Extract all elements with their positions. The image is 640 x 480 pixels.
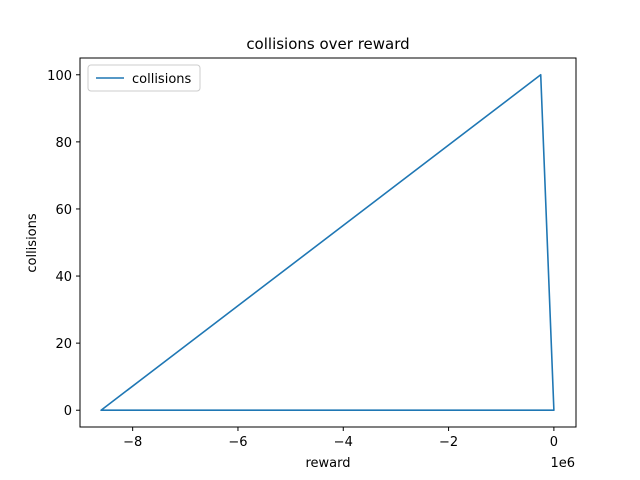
x-axis-offset-label: 1e6 [550, 456, 575, 471]
plot-area [100, 73, 555, 412]
legend-box [87, 64, 201, 92]
series-line-collisions [100, 73, 555, 412]
y-tick-label: 60 [55, 203, 72, 218]
y-axis-ticks: 0 20 40 60 80 100 [47, 69, 80, 419]
y-tick-label: 0 [64, 404, 72, 419]
y-tick-label: 40 [55, 270, 72, 285]
legend-label: collisions [132, 72, 192, 87]
x-tick-label: −4 [334, 435, 353, 450]
y-tick-label: 100 [47, 69, 72, 84]
chart-title: collisions over reward [246, 35, 409, 53]
y-tick-label: 80 [55, 136, 72, 151]
y-axis-label: collisions [25, 213, 40, 273]
axes-frame [79, 57, 577, 428]
x-axis-label: reward [305, 456, 350, 471]
x-tick-label: −8 [123, 435, 142, 450]
x-axis-ticks: −8 −6 −4 −2 0 [123, 427, 558, 450]
x-tick-label: −2 [439, 435, 458, 450]
legend: collisions [87, 64, 201, 92]
x-tick-label: −6 [228, 435, 247, 450]
y-tick-label: 20 [55, 337, 72, 352]
x-tick-label: 0 [550, 435, 558, 450]
